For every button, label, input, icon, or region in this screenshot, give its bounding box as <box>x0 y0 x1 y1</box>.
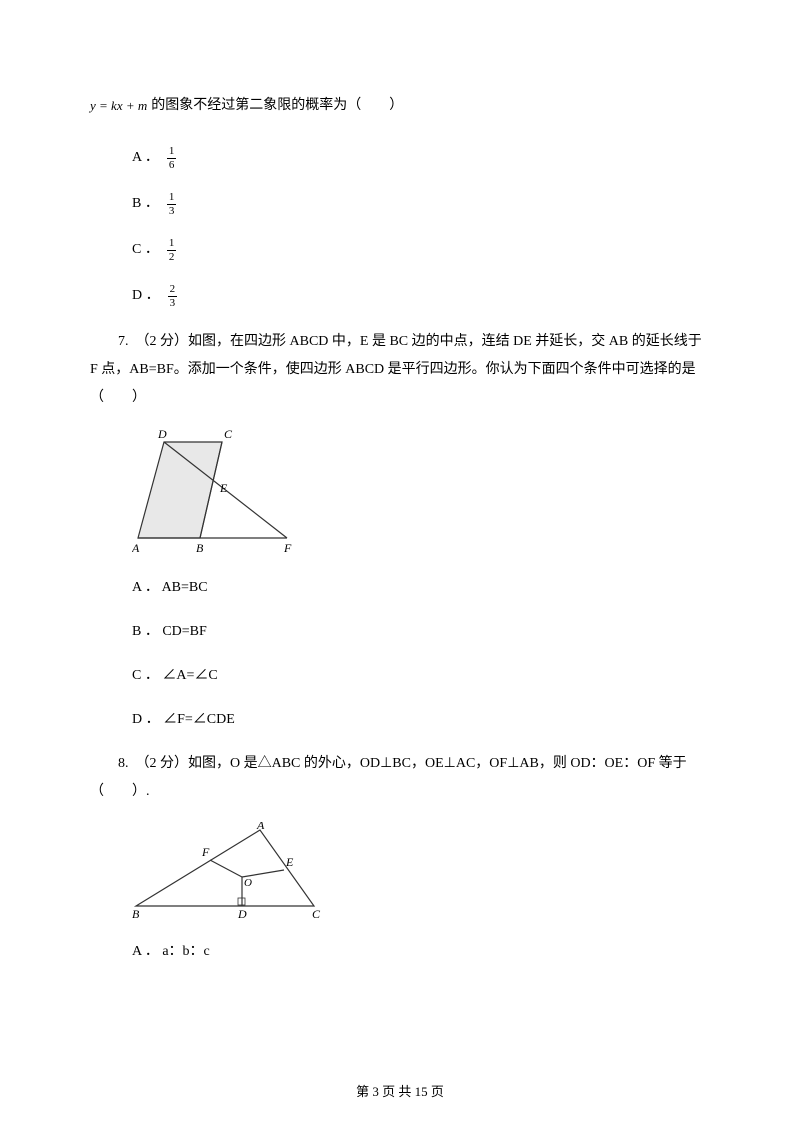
q8-text: 8. （2 分）如图，O 是△ABC 的外心，OD⊥BC，OE⊥AC，OF⊥AB… <box>90 750 710 806</box>
q7-option-d: D ． ∠F=∠CDE <box>132 706 710 734</box>
numerator: 1 <box>167 145 177 157</box>
option-label: B ． <box>132 190 159 218</box>
fraction: 1 3 <box>167 191 177 216</box>
page-footer: 第 3 页 共 15 页 <box>0 1081 800 1100</box>
q7-option-b: B ． CD=BF <box>132 618 710 646</box>
svg-text:A: A <box>256 822 265 832</box>
fraction: 1 6 <box>167 145 177 170</box>
denominator: 3 <box>167 204 177 217</box>
numerator: 1 <box>167 237 177 249</box>
page-content: y = kx + m 的图象不经过第二象限的概率为（ ） A ． 1 6 B ．… <box>90 92 710 966</box>
svg-text:E: E <box>285 855 294 869</box>
fraction: 2 3 <box>168 283 178 308</box>
q8-option-a: A ． a：b：c <box>132 938 710 966</box>
option-label: D ． <box>132 282 160 310</box>
q6-option-d: D ． 2 3 <box>132 282 710 310</box>
svg-text:E: E <box>219 481 228 495</box>
q7-option-a: A ． AB=BC <box>132 574 710 602</box>
q6-option-c: C ． 1 2 <box>132 236 710 264</box>
svg-text:B: B <box>196 541 204 555</box>
q8-diagram: A F E O B D C <box>132 822 710 922</box>
numerator: 2 <box>168 283 178 295</box>
svg-text:D: D <box>237 907 247 921</box>
svg-text:A: A <box>132 541 140 555</box>
formula: y = kx + m <box>90 93 147 119</box>
svg-text:C: C <box>224 428 233 441</box>
numerator: 1 <box>167 191 177 203</box>
svg-text:F: F <box>201 845 210 859</box>
intro-text: 的图象不经过第二象限的概率为（ ） <box>151 92 403 120</box>
option-label: A ． <box>132 144 159 172</box>
intro-line: y = kx + m 的图象不经过第二象限的概率为（ ） <box>90 92 710 120</box>
denominator: 3 <box>168 296 178 309</box>
q7-diagram: D C E A B F <box>132 428 710 558</box>
fraction: 1 2 <box>167 237 177 262</box>
svg-text:O: O <box>244 877 252 889</box>
option-label: C ． <box>132 236 159 264</box>
svg-text:F: F <box>283 541 292 555</box>
q6-option-a: A ． 1 6 <box>132 144 710 172</box>
svg-text:B: B <box>132 907 140 921</box>
denominator: 6 <box>167 158 177 171</box>
q7-option-c: C ． ∠A=∠C <box>132 662 710 690</box>
denominator: 2 <box>167 250 177 263</box>
svg-text:C: C <box>312 907 321 921</box>
svg-text:D: D <box>157 428 167 441</box>
q7-text: 7. （2 分）如图，在四边形 ABCD 中，E 是 BC 边的中点，连结 DE… <box>90 328 710 412</box>
q6-option-b: B ． 1 3 <box>132 190 710 218</box>
